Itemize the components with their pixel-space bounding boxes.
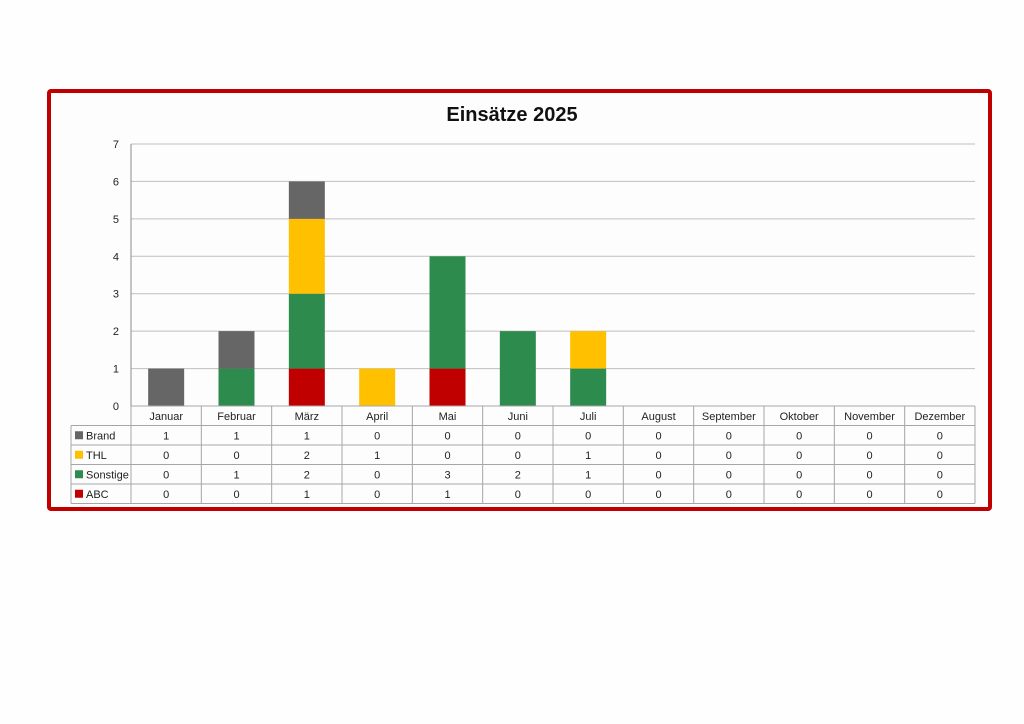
legend-label: Brand	[86, 430, 115, 442]
data-label: 0	[515, 489, 521, 501]
data-label: 2	[304, 469, 310, 481]
legend-label: ABC	[86, 489, 109, 501]
data-label: 1	[233, 469, 239, 481]
data-label: 1	[304, 430, 310, 442]
legend-label: THL	[86, 450, 107, 462]
bar-brand-januar	[148, 368, 185, 406]
data-label: 1	[304, 489, 310, 501]
data-label: 0	[937, 469, 943, 481]
data-label: 0	[585, 430, 591, 442]
data-label: 0	[163, 469, 169, 481]
x-tick-label: März	[295, 411, 319, 423]
data-label: 0	[444, 450, 450, 462]
data-label: 0	[374, 489, 380, 501]
data-label: 0	[866, 469, 872, 481]
y-tick-label: 4	[113, 251, 119, 263]
data-label: 2	[515, 469, 521, 481]
data-label: 0	[655, 430, 661, 442]
y-tick-label: 2	[113, 326, 119, 338]
bar-sonstige-märz	[288, 293, 325, 369]
data-label: 1	[444, 489, 450, 501]
data-label: 0	[866, 430, 872, 442]
bar-abc-märz	[288, 368, 325, 406]
bar-sonstige-juni	[499, 331, 536, 406]
data-label: 0	[726, 430, 732, 442]
x-tick-label: Juni	[508, 411, 528, 423]
legend-label: Sonstige	[86, 469, 129, 481]
data-label: 3	[444, 469, 450, 481]
x-tick-label: Januar	[149, 411, 183, 423]
bar-brand-februar	[218, 331, 255, 369]
data-label: 0	[655, 469, 661, 481]
data-label: 0	[585, 489, 591, 501]
x-tick-label: Mai	[439, 411, 457, 423]
bar-thl-juli	[570, 331, 607, 369]
y-tick-label: 0	[113, 401, 119, 413]
data-label: 0	[515, 450, 521, 462]
data-label: 0	[515, 430, 521, 442]
data-label: 0	[444, 430, 450, 442]
legend-swatch-brand	[75, 431, 83, 440]
y-tick-label: 5	[113, 214, 119, 226]
x-tick-label: September	[702, 411, 756, 423]
bar-brand-märz	[288, 181, 325, 219]
x-tick-label: November	[844, 411, 895, 423]
data-label: 0	[163, 489, 169, 501]
data-label: 0	[374, 469, 380, 481]
data-label: 0	[726, 450, 732, 462]
data-label: 1	[374, 450, 380, 462]
x-tick-label: Dezember	[914, 411, 965, 423]
bar-sonstige-mai	[429, 256, 466, 369]
bar-thl-april	[359, 368, 396, 406]
data-label: 0	[796, 469, 802, 481]
data-label: 1	[585, 450, 591, 462]
data-label: 0	[937, 450, 943, 462]
x-tick-label: Februar	[217, 411, 256, 423]
y-tick-label: 3	[113, 289, 119, 301]
data-label: 1	[233, 430, 239, 442]
y-tick-label: 1	[113, 364, 119, 376]
bar-thl-märz	[288, 218, 325, 294]
data-label: 2	[304, 450, 310, 462]
x-tick-label: April	[366, 411, 388, 423]
data-label: 0	[937, 489, 943, 501]
data-label: 0	[796, 489, 802, 501]
chart-title: Einsätze 2025	[446, 104, 578, 126]
y-tick-label: 6	[113, 176, 119, 188]
legend-swatch-thl	[75, 450, 83, 459]
data-label: 0	[796, 450, 802, 462]
legend-swatch-abc	[75, 489, 83, 498]
bar-sonstige-februar	[218, 368, 255, 406]
data-label: 0	[655, 489, 661, 501]
data-label: 0	[233, 450, 239, 462]
data-label: 0	[655, 450, 661, 462]
data-label: 0	[796, 430, 802, 442]
y-tick-label: 7	[113, 139, 119, 151]
data-label: 0	[937, 430, 943, 442]
data-label: 1	[585, 469, 591, 481]
data-label: 1	[163, 430, 169, 442]
data-label: 0	[866, 489, 872, 501]
bar-abc-mai	[429, 368, 466, 406]
data-label: 0	[233, 489, 239, 501]
legend-swatch-sonstige	[75, 470, 83, 479]
x-tick-label: August	[641, 411, 675, 423]
x-tick-label: Oktober	[780, 411, 819, 423]
data-label: 0	[726, 469, 732, 481]
x-tick-label: Juli	[580, 411, 597, 423]
bar-sonstige-juli	[570, 368, 607, 406]
data-label: 0	[374, 430, 380, 442]
data-label: 0	[866, 450, 872, 462]
data-label: 0	[163, 450, 169, 462]
data-label: 0	[726, 489, 732, 501]
